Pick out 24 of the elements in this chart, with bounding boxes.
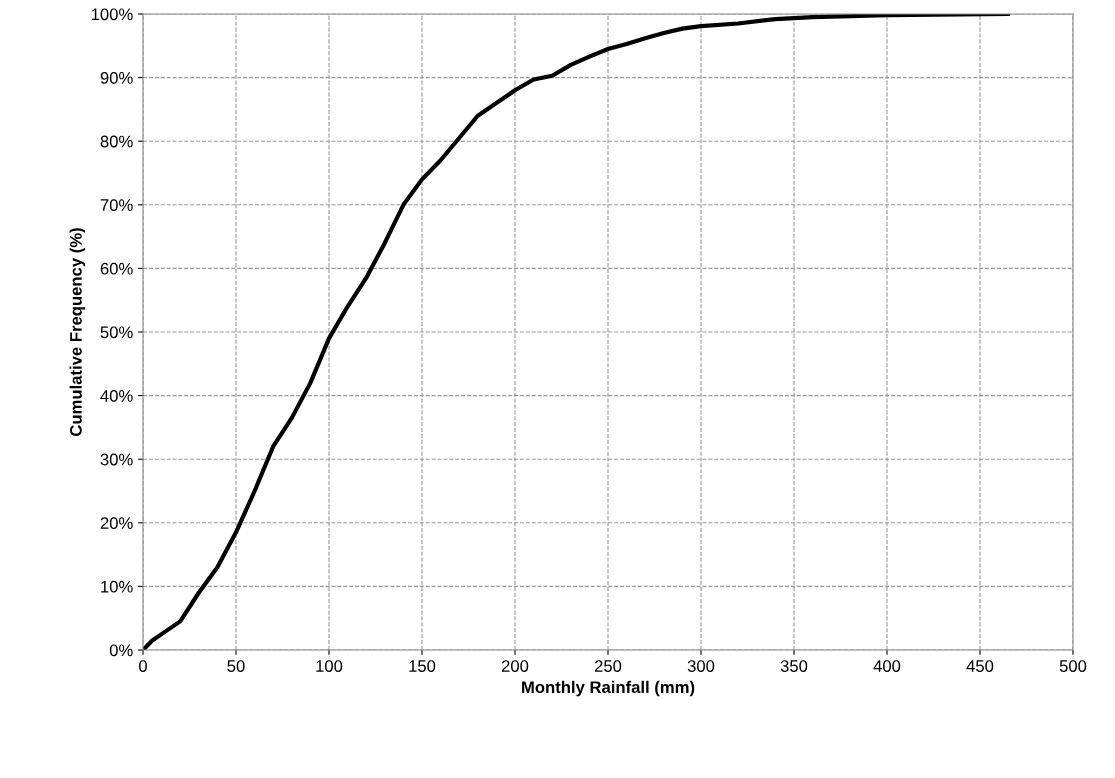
x-axis-title: Monthly Rainfall (mm) [522, 680, 695, 697]
y-tick-label: 100% [91, 8, 133, 21]
x-tick-label: 500 [1059, 660, 1087, 672]
x-tick-label: 50 [227, 660, 245, 672]
x-tick-label: 200 [501, 660, 529, 672]
y-tick-label: 20% [100, 517, 133, 529]
y-tick-label: 0% [109, 644, 133, 657]
x-tick-label: 300 [687, 660, 715, 672]
x-tick-label: 400 [873, 660, 901, 672]
y-tick-label: 70% [100, 199, 133, 211]
y-tick-label: 90% [100, 72, 133, 84]
x-tick-label: 0 [139, 660, 147, 672]
y-tick-label: 10% [101, 580, 133, 593]
y-tick-label: 50% [100, 326, 133, 339]
y-axis-title: Cumulative Frequency (%) [69, 228, 86, 436]
y-tick-label: 30% [100, 453, 133, 466]
y-tick-label: 80% [100, 135, 133, 148]
x-tick-label: 150 [409, 660, 436, 672]
x-tick-label: 450 [966, 660, 994, 672]
x-tick-label: 250 [594, 660, 622, 672]
y-tick-label: 60% [100, 262, 133, 275]
x-tick-label: 350 [780, 660, 808, 672]
x-tick-label: 100 [316, 660, 343, 672]
y-tick-label: 40% [100, 390, 133, 402]
